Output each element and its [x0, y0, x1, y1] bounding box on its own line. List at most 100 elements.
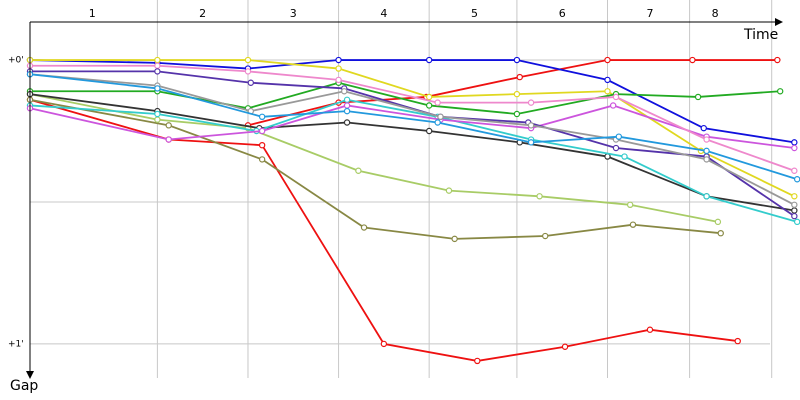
data-point: [258, 141, 266, 149]
data-point: [425, 93, 433, 101]
data-point: [646, 326, 654, 333]
data-point: [165, 136, 172, 143]
data-point: [335, 65, 342, 72]
data-point: [154, 110, 161, 118]
data-point: [793, 218, 800, 226]
grid: [30, 0, 773, 378]
data-point: [791, 212, 798, 220]
data-point: [604, 153, 611, 160]
data-point: [791, 139, 798, 146]
data-point: [561, 343, 569, 350]
data-point: [335, 76, 342, 84]
data-point: [694, 93, 702, 101]
data-point: [536, 193, 543, 200]
data-point: [437, 113, 444, 121]
series-line: [30, 70, 795, 217]
data-point: [700, 124, 707, 132]
data-point: [734, 337, 741, 345]
data-point: [703, 136, 710, 143]
series-line: [29, 98, 738, 362]
y-tick-label: +1': [8, 339, 24, 349]
data-point: [451, 235, 458, 243]
data-point: [703, 156, 710, 163]
data-point: [542, 232, 549, 240]
data-point: [445, 187, 453, 194]
data-point: [335, 56, 342, 64]
data-point: [703, 193, 710, 200]
x-tick-label: 7: [646, 7, 653, 20]
x-tick-label: 5: [471, 7, 478, 20]
data-point: [791, 144, 798, 152]
data-point: [714, 218, 722, 226]
data-point: [513, 110, 521, 118]
data-point: [774, 56, 781, 64]
series-line: [30, 64, 795, 172]
x-axis-label: Time: [743, 27, 778, 43]
data-point: [425, 102, 433, 109]
y-tick-label: +0': [8, 56, 24, 66]
data-point: [791, 201, 798, 209]
series-line: [247, 59, 778, 127]
data-point: [434, 99, 441, 106]
data-point: [154, 85, 161, 92]
data-point: [604, 88, 611, 95]
data-point: [341, 88, 348, 95]
data-point: [612, 144, 620, 152]
data-point: [612, 93, 620, 101]
data-point: [258, 113, 266, 121]
data-point: [527, 122, 535, 129]
data-point: [791, 193, 798, 200]
data-point: [343, 96, 351, 103]
data-point: [513, 90, 521, 98]
data-point: [165, 122, 172, 129]
x-tick-label: 2: [199, 7, 206, 20]
data-point: [604, 56, 611, 64]
data-point: [258, 156, 266, 163]
data-point: [258, 127, 266, 135]
data-point: [791, 167, 798, 174]
data-point: [717, 229, 724, 237]
data-point: [621, 153, 628, 160]
data-point: [355, 167, 362, 174]
data-point: [604, 76, 611, 84]
x-tick-label: 1: [89, 7, 96, 20]
data-point: [434, 119, 441, 126]
series-line: [29, 98, 721, 240]
data-point: [247, 79, 255, 86]
x-tick-label: 3: [290, 7, 297, 20]
data-point: [527, 99, 535, 106]
data-point: [516, 73, 523, 81]
series-line: [29, 73, 798, 181]
data-point: [609, 102, 617, 109]
y-axis-label: Gap: [10, 378, 38, 394]
data-point: [793, 176, 800, 183]
data-point: [360, 224, 368, 231]
data-point: [791, 207, 798, 214]
data-point: [154, 116, 161, 123]
data-point: [527, 139, 535, 146]
data-point: [343, 102, 351, 109]
series-line: [29, 93, 719, 223]
data-point: [425, 127, 433, 135]
data-point: [629, 221, 637, 228]
data-point: [244, 68, 252, 75]
data-point: [244, 56, 252, 64]
data-point: [615, 133, 623, 140]
data-point: [343, 107, 351, 115]
data-point: [343, 119, 351, 126]
data-point: [425, 56, 433, 64]
x-tick-label: 6: [559, 7, 566, 20]
data-point: [513, 56, 521, 64]
x-tick-label: 8: [712, 7, 719, 20]
data-point: [689, 56, 696, 64]
data-point: [154, 56, 161, 64]
data-point: [154, 68, 161, 75]
plot-area: [26, 56, 800, 365]
data-point: [474, 357, 481, 365]
data-point: [776, 88, 784, 95]
data-point: [380, 340, 388, 348]
data-point: [626, 201, 634, 209]
data-point: [703, 147, 710, 155]
data-point: [154, 62, 161, 69]
